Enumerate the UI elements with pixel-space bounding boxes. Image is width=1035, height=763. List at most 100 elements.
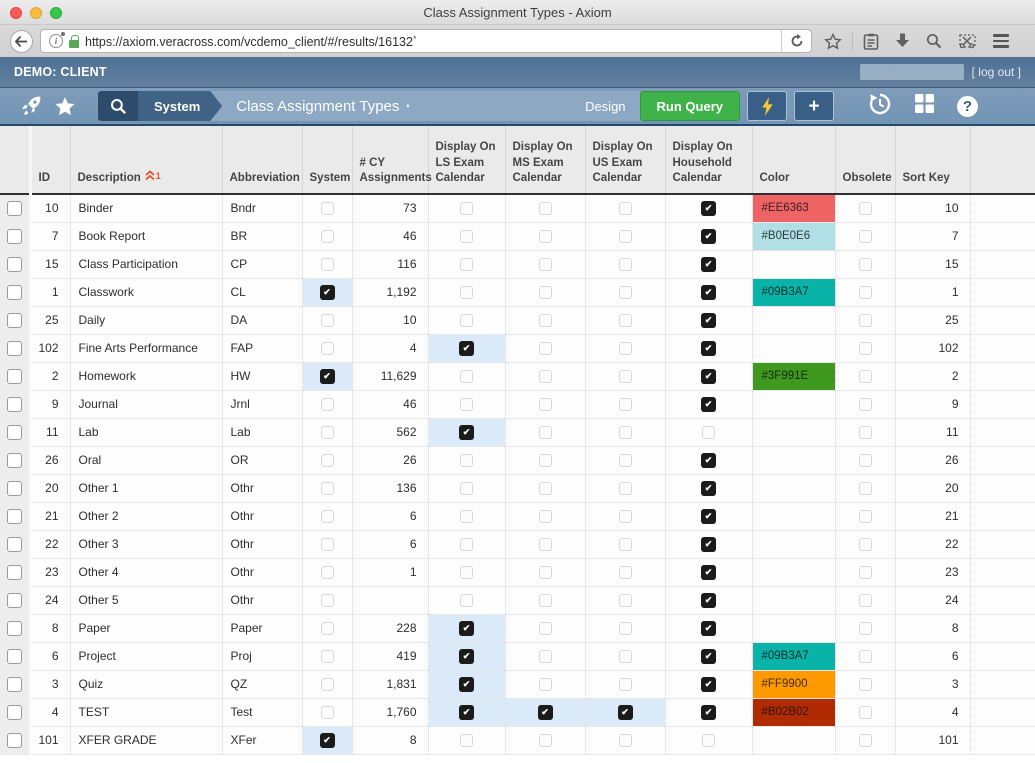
us-exam-calendar-checkbox[interactable]: [619, 650, 632, 663]
quick-action-button[interactable]: [747, 91, 787, 121]
ms-exam-calendar-checkbox[interactable]: [539, 678, 552, 691]
ms-exam-calendar-checkbox[interactable]: [539, 258, 552, 271]
obsolete-checkbox[interactable]: [859, 286, 872, 299]
logout-link[interactable]: [ log out ]: [972, 65, 1021, 79]
row-select-checkbox[interactable]: [7, 509, 22, 524]
add-new-button[interactable]: +: [794, 91, 834, 121]
row-select-checkbox[interactable]: [7, 677, 22, 692]
row-select-checkbox[interactable]: [7, 397, 22, 412]
us-exam-calendar-checkbox[interactable]: [619, 286, 632, 299]
obsolete-checkbox[interactable]: [859, 230, 872, 243]
close-window-button[interactable]: [10, 7, 22, 19]
ls-exam-calendar-checkbox[interactable]: [460, 482, 473, 495]
row-select-checkbox[interactable]: [7, 733, 22, 748]
header-us-exam[interactable]: Display On US Exam Calendar: [585, 126, 665, 194]
header-cy-assignments[interactable]: # CY Assignments: [352, 126, 428, 194]
reload-button[interactable]: [781, 30, 811, 52]
row-select-checkbox[interactable]: [7, 425, 22, 440]
system-checkbox[interactable]: [321, 258, 334, 271]
row-select-checkbox[interactable]: [7, 705, 22, 720]
household-calendar-checkbox[interactable]: ✔: [701, 257, 716, 272]
us-exam-calendar-checkbox[interactable]: [619, 510, 632, 523]
household-calendar-checkbox[interactable]: ✔: [701, 677, 716, 692]
obsolete-checkbox[interactable]: [859, 510, 872, 523]
search-toolbar-button[interactable]: [926, 33, 942, 49]
obsolete-checkbox[interactable]: [859, 678, 872, 691]
launch-rocket-button[interactable]: [14, 95, 48, 117]
system-checkbox[interactable]: [321, 650, 334, 663]
row-select-checkbox[interactable]: [7, 201, 22, 216]
row-select-checkbox[interactable]: [7, 369, 22, 384]
row-select-checkbox[interactable]: [7, 313, 22, 328]
downloads-button[interactable]: [895, 33, 910, 49]
row-select-checkbox[interactable]: [7, 229, 22, 244]
header-description[interactable]: Description1: [70, 126, 222, 194]
row-select-checkbox[interactable]: [7, 481, 22, 496]
apps-grid-button[interactable]: [914, 93, 935, 119]
row-select-checkbox[interactable]: [7, 537, 22, 552]
system-checkbox[interactable]: ✔: [320, 369, 335, 384]
favorites-button[interactable]: [48, 96, 82, 117]
row-select-checkbox[interactable]: [7, 285, 22, 300]
obsolete-checkbox[interactable]: [859, 370, 872, 383]
header-id[interactable]: ID: [30, 126, 70, 194]
ls-exam-calendar-checkbox[interactable]: [460, 538, 473, 551]
household-calendar-checkbox[interactable]: ✔: [701, 201, 716, 216]
help-button[interactable]: ?: [957, 96, 978, 117]
header-ls-exam[interactable]: Display On LS Exam Calendar: [428, 126, 505, 194]
household-calendar-checkbox[interactable]: ✔: [701, 509, 716, 524]
obsolete-checkbox[interactable]: [859, 622, 872, 635]
us-exam-calendar-checkbox[interactable]: [619, 230, 632, 243]
household-calendar-checkbox[interactable]: ✔: [701, 565, 716, 580]
ls-exam-calendar-checkbox[interactable]: [460, 398, 473, 411]
ms-exam-calendar-checkbox[interactable]: [539, 370, 552, 383]
ms-exam-calendar-checkbox[interactable]: [539, 426, 552, 439]
ms-exam-calendar-checkbox[interactable]: [539, 342, 552, 355]
us-exam-calendar-checkbox[interactable]: [619, 594, 632, 607]
row-select-checkbox[interactable]: [7, 257, 22, 272]
obsolete-checkbox[interactable]: [859, 538, 872, 551]
ms-exam-calendar-checkbox[interactable]: [539, 314, 552, 327]
url-text[interactable]: https://axiom.veracross.com/vcdemo_clien…: [85, 34, 416, 49]
address-bar[interactable]: i https://axiom.veracross.com/vcdemo_cli…: [40, 29, 812, 53]
ls-exam-calendar-checkbox[interactable]: ✔: [459, 705, 474, 720]
system-checkbox[interactable]: ✔: [320, 733, 335, 748]
household-calendar-checkbox[interactable]: [702, 426, 715, 439]
system-checkbox[interactable]: [321, 454, 334, 467]
obsolete-checkbox[interactable]: [859, 258, 872, 271]
ls-exam-calendar-checkbox[interactable]: ✔: [459, 621, 474, 636]
row-select-checkbox[interactable]: [7, 453, 22, 468]
us-exam-calendar-checkbox[interactable]: [619, 622, 632, 635]
row-select-checkbox[interactable]: [7, 565, 22, 580]
us-exam-calendar-checkbox[interactable]: [619, 202, 632, 215]
household-calendar-checkbox[interactable]: ✔: [701, 593, 716, 608]
obsolete-checkbox[interactable]: [859, 734, 872, 747]
system-checkbox[interactable]: [321, 342, 334, 355]
system-checkbox[interactable]: [321, 678, 334, 691]
obsolete-checkbox[interactable]: [859, 398, 872, 411]
household-calendar-checkbox[interactable]: ✔: [701, 481, 716, 496]
system-checkbox[interactable]: [321, 510, 334, 523]
https-lock-icon[interactable]: [69, 35, 79, 48]
header-sort-key[interactable]: Sort Key: [895, 126, 970, 194]
bookmark-star-button[interactable]: [824, 33, 842, 50]
obsolete-checkbox[interactable]: [859, 426, 872, 439]
system-checkbox[interactable]: [321, 622, 334, 635]
ls-exam-calendar-checkbox[interactable]: ✔: [459, 425, 474, 440]
ls-exam-calendar-checkbox[interactable]: [460, 566, 473, 579]
reading-list-button[interactable]: [863, 33, 879, 50]
system-checkbox[interactable]: [321, 538, 334, 551]
minimize-window-button[interactable]: [30, 7, 42, 19]
us-exam-calendar-checkbox[interactable]: [619, 482, 632, 495]
ls-exam-calendar-checkbox[interactable]: [460, 510, 473, 523]
ls-exam-calendar-checkbox[interactable]: [460, 314, 473, 327]
obsolete-checkbox[interactable]: [859, 706, 872, 719]
us-exam-calendar-checkbox[interactable]: [619, 398, 632, 411]
ls-exam-calendar-checkbox[interactable]: ✔: [459, 649, 474, 664]
history-button[interactable]: [868, 92, 892, 121]
ls-exam-calendar-checkbox[interactable]: [460, 594, 473, 607]
ms-exam-calendar-checkbox[interactable]: [539, 650, 552, 663]
ls-exam-calendar-checkbox[interactable]: [460, 454, 473, 467]
ms-exam-calendar-checkbox[interactable]: [539, 230, 552, 243]
system-checkbox[interactable]: [321, 314, 334, 327]
